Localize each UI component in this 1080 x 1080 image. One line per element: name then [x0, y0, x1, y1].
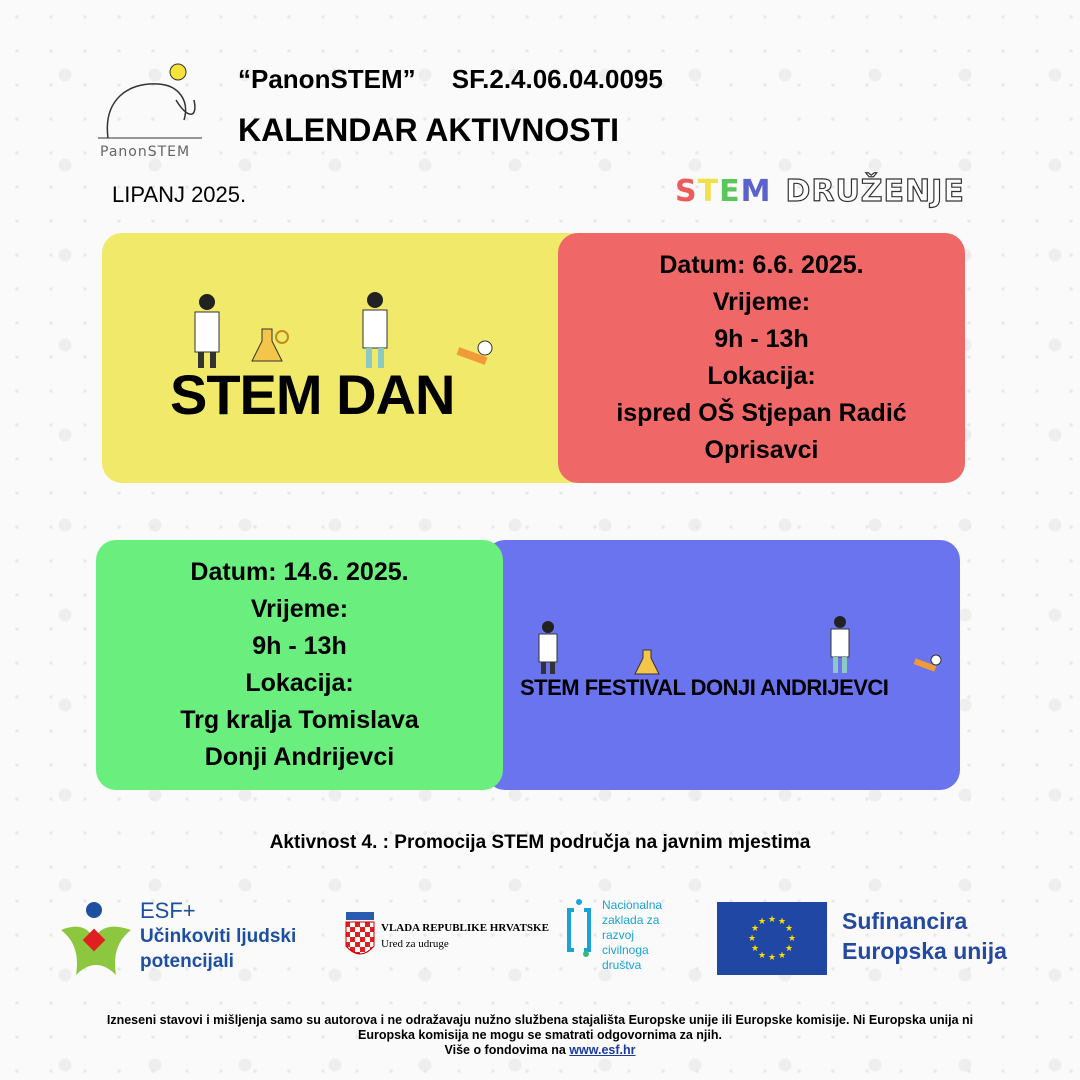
event-1-info-card: Datum: 6.6. 2025. Vrijeme: 9h - 13h Loka…: [558, 233, 965, 483]
panonstem-logo: PanonSTEM: [98, 60, 204, 160]
logo-text: PanonSTEM: [100, 144, 191, 160]
event-location-label: Lokacija:: [707, 362, 816, 390]
nz-line: civilnoga: [602, 943, 649, 957]
svg-text:★: ★: [785, 943, 793, 953]
event-place: Oprisavci: [704, 436, 819, 464]
svg-text:★: ★: [778, 950, 786, 960]
svg-text:★: ★: [758, 950, 766, 960]
svg-text:★: ★: [751, 923, 759, 933]
scientist-icon: [194, 294, 220, 368]
event-time: 9h - 13h: [252, 632, 347, 660]
letter-t: T: [697, 174, 720, 209]
project-code: “PanonSTEM” SF.2.4.06.04.0095: [238, 64, 663, 94]
vlada-line1: VLADA REPUBLIKE HRVATSKE: [381, 922, 549, 934]
nz-line: društva: [602, 958, 642, 972]
letter-s: S: [675, 174, 698, 209]
astronaut-pencil-icon: [456, 340, 493, 365]
event-2-info-card: Datum: 14.6. 2025. Vrijeme: 9h - 13h Lok…: [96, 540, 503, 790]
event-location-label: Lokacija:: [245, 669, 354, 697]
svg-text:★: ★: [768, 952, 776, 962]
croatian-coat-of-arms-icon: [345, 912, 375, 955]
event-1-title: STEM DAN: [170, 363, 455, 426]
svg-text:★: ★: [785, 923, 793, 933]
esf-plus: ESF+: [140, 898, 196, 923]
eu-line1: Sufinancira: [842, 908, 968, 934]
vlada-logo: VLADA REPUBLIKE HRVATSKE Ured za udruge: [345, 912, 549, 960]
svg-text:★: ★: [768, 914, 776, 924]
esf-logo-icon: [61, 902, 131, 975]
letter-m: M: [740, 174, 772, 209]
druzenje-text: DRUŽENJE: [785, 173, 965, 209]
stem-druzenje-logo: STEM DRUŽENJE: [675, 173, 965, 209]
scientist-woman-icon: [830, 616, 850, 673]
event-2-title: STEM FESTIVAL DONJI ANDRIJEVCI: [520, 675, 889, 700]
nz-line: razvoj: [602, 928, 635, 942]
mammoth-icon: [98, 63, 202, 139]
esf-line1: Učinkoviti ljudski: [140, 926, 297, 947]
svg-text:★: ★: [778, 916, 786, 926]
esf-link[interactable]: www.esf.hr: [569, 1043, 636, 1057]
event-location: ispred OŠ Stjepan Radić: [616, 399, 907, 427]
event-date: Datum: 6.6. 2025.: [659, 251, 864, 279]
event-time-label: Vrijeme:: [250, 595, 349, 623]
month-label: LIPANJ 2025.: [112, 182, 247, 207]
page-title: KALENDAR AKTIVNOSTI: [238, 112, 620, 148]
svg-text:★: ★: [788, 933, 796, 943]
nz-line: Nacionalna: [602, 898, 663, 912]
esf-line2: potencijali: [140, 951, 234, 972]
disclaimer-line1: Izneseni stavovi i mišljenja samo su aut…: [106, 1013, 974, 1027]
event-time-label: Vrijeme:: [712, 288, 811, 316]
nz-line: zaklada za: [602, 913, 660, 927]
disclaimer: Izneseni stavovi i mišljenja samo su aut…: [0, 1013, 1080, 1058]
eu-flag-icon: ★ ★★★★★★★★★★★: [717, 902, 827, 975]
event-date: Datum: 14.6. 2025.: [190, 558, 409, 586]
flask-icon: [634, 649, 660, 675]
flask-icon: [251, 328, 289, 362]
letter-e: E: [719, 174, 741, 209]
event-location: Trg kralja Tomislava: [180, 706, 419, 734]
event-2-title-card: [485, 540, 960, 790]
scientist-icon: [538, 621, 558, 674]
esf-text: ESF+ Učinkoviti ljudski potencijali: [140, 898, 296, 974]
activity-label: Aktivnost 4. : Promocija STEM područja n…: [269, 832, 811, 853]
event-1-title-card: [102, 233, 592, 483]
event-time: 9h - 13h: [714, 325, 809, 353]
eu-text: Sufinancira Europska unija: [842, 906, 1007, 966]
nacionalna-zaklada-logo: Nacionalna zaklada za razvoj civilnoga društ…: [566, 898, 662, 973]
disclaimer-line2: Europska komisija ne mogu se smatrati od…: [358, 1028, 722, 1042]
disclaimer-line3: Više o fondovima na: [444, 1043, 570, 1057]
astronaut-pencil-icon: [913, 654, 942, 672]
eu-line2: Europska unija: [842, 938, 1007, 964]
event-place: Donji Andrijevci: [204, 743, 395, 771]
bracket-logo-icon: [567, 899, 591, 957]
svg-text:★: ★: [748, 933, 756, 943]
scientist-woman-icon: [362, 292, 388, 368]
vlada-line2: Ured za udruge: [381, 938, 449, 950]
svg-text:★: ★: [758, 916, 766, 926]
svg-text:★: ★: [751, 943, 759, 953]
